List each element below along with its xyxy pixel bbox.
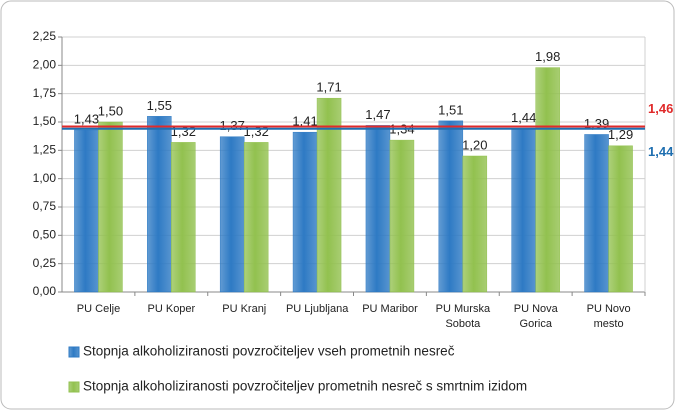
data-label: 1,41 [292,114,317,129]
data-label: 1,32 [171,124,196,139]
y-tick-label: 1,25 [33,143,57,157]
bar [389,139,415,293]
data-label: 1,98 [535,49,560,64]
x-tick-label: PU Koper [147,303,196,315]
data-label: 1,32 [244,124,269,139]
bar [74,129,99,293]
bar [219,136,245,293]
bar [171,142,196,293]
x-tick-label: PU Nova Gorica [513,303,558,330]
y-tick-label: 0,25 [33,256,57,270]
data-label: 1,55 [147,98,172,113]
x-tick-label: PU Murska Sobota [435,303,491,330]
data-label: 1,50 [98,103,123,118]
bar [292,131,318,293]
data-label: 1,51 [438,102,463,117]
bar [438,120,464,293]
y-tick-label: 0,50 [33,228,57,242]
y-tick-label: 0,00 [33,284,57,298]
y-tick-label: 2,25 [33,29,57,43]
y-tick-label: 1,00 [33,171,57,185]
data-label: 1,29 [608,127,633,142]
data-label: 1,43 [74,111,99,126]
data-label: 1,47 [365,107,390,122]
x-tick-label: PU Celje [76,303,121,315]
legend-label: Stopnja alkoholiziranosti povzročiteljev… [83,379,527,394]
data-label: 1,20 [462,137,487,152]
x-tick-label: PU Novo mesto [586,303,631,330]
bar [584,134,609,293]
y-tick-label: 1,50 [33,114,57,128]
reference-label: 1,44 [648,144,674,159]
bar [98,121,123,293]
bar [365,125,391,293]
data-label: 1,44 [511,110,536,125]
legend-swatch [68,346,80,358]
y-tick-label: 1,75 [33,86,57,100]
x-tick-label: PU Ljubljana [285,303,349,315]
reference-label: 1,46 [648,101,673,116]
bar [462,155,488,293]
bar [243,142,269,293]
data-label: 1,71 [316,80,341,95]
x-tick-label: PU Maribor [362,303,418,315]
legend-swatch [68,381,80,393]
bar [147,116,172,293]
bar [511,128,536,293]
y-tick-label: 0,75 [33,199,57,213]
legend-label: Stopnja alkoholiziranosti povzročiteljev… [83,344,455,359]
x-tick-label: PU Kranj [222,303,267,315]
y-tick-label: 2,00 [33,58,57,72]
bar [608,145,633,293]
bar [535,67,560,293]
bar [316,97,342,293]
